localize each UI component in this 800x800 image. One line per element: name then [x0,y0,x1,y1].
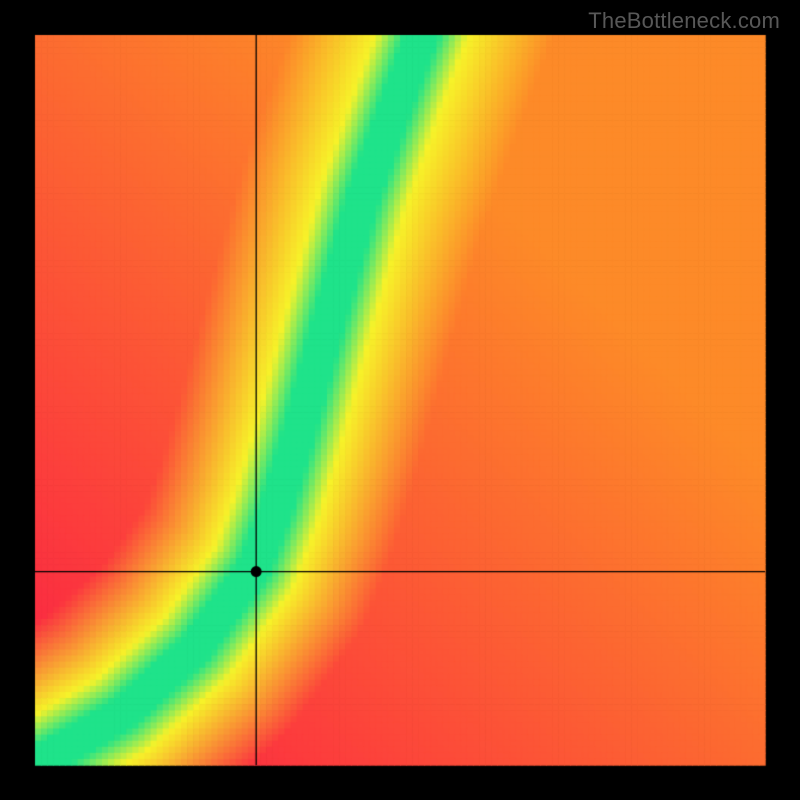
watermark-text: TheBottleneck.com [588,8,780,34]
chart-container: TheBottleneck.com [0,0,800,800]
bottleneck-heatmap-canvas [0,0,800,800]
